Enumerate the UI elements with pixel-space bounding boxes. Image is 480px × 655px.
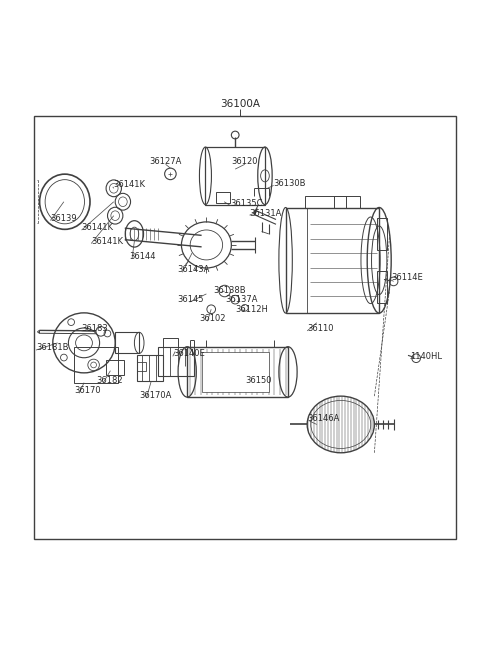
Bar <box>137 355 163 381</box>
Text: 36120: 36120 <box>231 157 258 166</box>
Bar <box>377 271 387 303</box>
Text: 36139: 36139 <box>50 214 77 223</box>
Text: 36144: 36144 <box>130 252 156 261</box>
Text: 36114E: 36114E <box>391 272 423 282</box>
Text: 36130B: 36130B <box>274 179 306 188</box>
Bar <box>205 147 265 204</box>
Text: 36145: 36145 <box>178 295 204 304</box>
Bar <box>216 192 230 202</box>
Bar <box>305 195 346 208</box>
Bar <box>158 346 194 377</box>
Bar <box>74 346 118 383</box>
Text: 36137A: 36137A <box>226 295 258 304</box>
Text: 1140HL: 1140HL <box>410 352 443 361</box>
Text: 36146A: 36146A <box>307 414 339 423</box>
Text: 36135C: 36135C <box>230 199 263 208</box>
Text: 36183: 36183 <box>82 324 108 333</box>
Text: 36112H: 36112H <box>235 305 268 314</box>
Text: 36170A: 36170A <box>139 391 171 400</box>
Text: 36182: 36182 <box>96 376 122 384</box>
Bar <box>163 338 178 346</box>
Bar <box>115 332 139 354</box>
Text: 36143A: 36143A <box>178 265 210 274</box>
Bar <box>106 360 124 375</box>
Text: 36100A: 36100A <box>220 100 260 109</box>
Bar <box>202 352 269 392</box>
Text: 36110: 36110 <box>307 324 334 333</box>
Bar <box>137 362 146 371</box>
Text: 36141K: 36141K <box>82 223 114 232</box>
Bar <box>187 346 288 397</box>
Text: 36141K: 36141K <box>91 236 123 246</box>
Text: 36181B: 36181B <box>36 343 69 352</box>
Text: 36150: 36150 <box>245 376 271 384</box>
Text: 36141K: 36141K <box>113 180 145 189</box>
Text: 36170: 36170 <box>74 386 101 396</box>
Text: 36138B: 36138B <box>214 286 246 295</box>
Bar <box>377 218 387 250</box>
Text: 36102: 36102 <box>199 314 226 324</box>
Text: 36127A: 36127A <box>149 157 182 166</box>
Text: 36140E: 36140E <box>173 349 204 358</box>
Text: 36131A: 36131A <box>250 209 282 217</box>
Bar <box>34 117 456 538</box>
Bar <box>334 195 360 208</box>
Bar <box>286 208 379 313</box>
